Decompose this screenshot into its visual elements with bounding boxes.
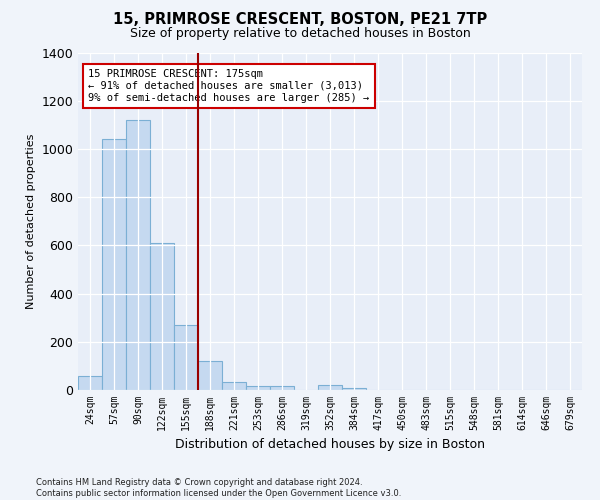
Y-axis label: Number of detached properties: Number of detached properties bbox=[26, 134, 36, 309]
Bar bbox=[198, 361, 222, 390]
Bar bbox=[342, 388, 366, 390]
Text: Contains HM Land Registry data © Crown copyright and database right 2024.
Contai: Contains HM Land Registry data © Crown c… bbox=[36, 478, 401, 498]
Bar bbox=[150, 243, 174, 390]
Bar bbox=[174, 325, 198, 390]
Text: 15 PRIMROSE CRESCENT: 175sqm
← 91% of detached houses are smaller (3,013)
9% of : 15 PRIMROSE CRESCENT: 175sqm ← 91% of de… bbox=[88, 70, 370, 102]
Text: 15, PRIMROSE CRESCENT, BOSTON, PE21 7TP: 15, PRIMROSE CRESCENT, BOSTON, PE21 7TP bbox=[113, 12, 487, 28]
Bar bbox=[102, 140, 126, 390]
Bar bbox=[246, 386, 270, 390]
Bar bbox=[126, 120, 150, 390]
Bar bbox=[318, 385, 342, 390]
Text: Size of property relative to detached houses in Boston: Size of property relative to detached ho… bbox=[130, 28, 470, 40]
Bar bbox=[222, 382, 246, 390]
X-axis label: Distribution of detached houses by size in Boston: Distribution of detached houses by size … bbox=[175, 438, 485, 452]
Bar bbox=[78, 376, 102, 390]
Bar bbox=[270, 386, 294, 390]
